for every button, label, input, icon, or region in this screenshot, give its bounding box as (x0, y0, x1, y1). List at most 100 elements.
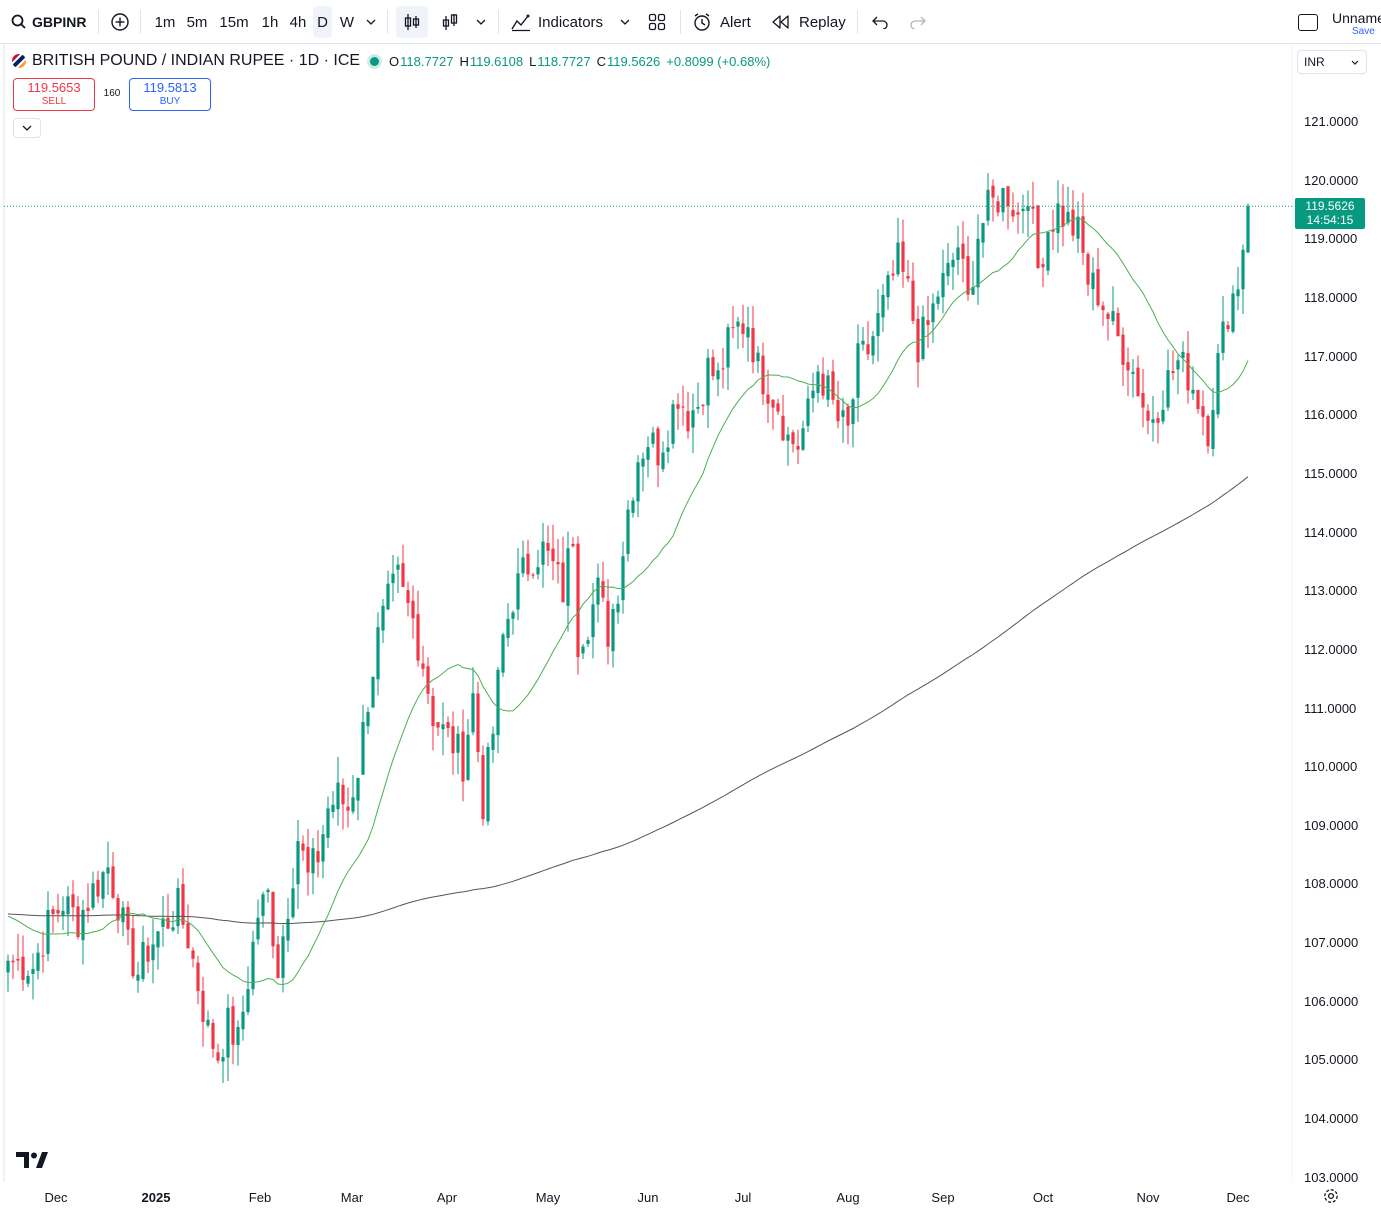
candle-up (466, 734, 470, 780)
indicators-dropdown[interactable] (616, 6, 634, 38)
currency-flag-icon (12, 54, 26, 68)
candle-down (776, 403, 780, 412)
candle-down (571, 544, 575, 547)
replay-label: Replay (799, 13, 846, 31)
candle-down (551, 548, 555, 562)
sell-label: SELL (41, 96, 67, 107)
candle-up (1091, 272, 1095, 289)
alert-button[interactable]: Alert (692, 6, 751, 38)
interval-1h[interactable]: 1h (261, 13, 279, 31)
candle-down (1226, 325, 1230, 330)
candles-chart-type-button[interactable] (396, 6, 428, 38)
interval-5m[interactable]: 5m (186, 13, 208, 31)
divider (680, 10, 681, 34)
layout-templates-button[interactable] (644, 6, 670, 38)
candle-up (1246, 206, 1250, 253)
symbol-search-button[interactable]: GBPINR (10, 6, 86, 38)
interval-15m[interactable]: 15m (219, 13, 249, 31)
compare-button[interactable] (106, 6, 134, 38)
bars-chart-type-button[interactable] (436, 6, 464, 38)
price-axis-label: 107.0000 (1304, 935, 1359, 951)
candle-down (1116, 312, 1120, 337)
layout-name[interactable]: Unname (1332, 10, 1381, 26)
candle-up (246, 989, 250, 1013)
candle-down (891, 273, 895, 276)
candle-up (206, 1019, 210, 1026)
indicators-button[interactable]: Indicators (510, 6, 603, 38)
candle-down (1011, 209, 1015, 217)
price-axis-label: 105.0000 (1304, 1052, 1359, 1068)
tradingview-logo-icon[interactable] (16, 1151, 48, 1169)
rewind-icon (772, 15, 789, 29)
candle-down (791, 432, 795, 445)
candle-down (821, 373, 825, 396)
candle-up (36, 952, 40, 971)
candle-down (111, 866, 115, 898)
candle-up (456, 733, 460, 753)
candle-down (1031, 206, 1035, 209)
undo-button[interactable] (868, 6, 892, 38)
candle-down (1196, 389, 1200, 410)
candle-up (536, 567, 540, 575)
time-axis[interactable]: Dec 2025 Feb Mar Apr May Jun Jul Aug Sep Oct Nov Dec (0, 1182, 1381, 1212)
chevron-down-icon (620, 19, 630, 25)
candle-down (686, 411, 690, 432)
candle-up (801, 428, 805, 450)
candle-down (1061, 205, 1065, 227)
interval-1m[interactable]: 1m (154, 13, 176, 31)
candle-down (1016, 212, 1020, 215)
candle-up (66, 896, 70, 915)
candle-down (191, 950, 195, 959)
candle-down (401, 563, 405, 587)
alert-label: Alert (720, 13, 751, 31)
save-link[interactable]: Save (1352, 26, 1375, 37)
bar-countdown: 14:54:15 (1306, 213, 1354, 227)
candle-up (861, 340, 865, 345)
time-axis-label: Jun (637, 1190, 659, 1205)
candle-up (221, 1057, 225, 1062)
candle-up (1021, 208, 1025, 212)
candle-down (711, 357, 715, 377)
candle-up (351, 797, 355, 812)
price-axis-label: 120.0000 (1304, 172, 1359, 188)
chart-type-dropdown[interactable] (472, 6, 490, 38)
buy-price: 119.5813 (143, 80, 197, 95)
candle-up (696, 407, 700, 409)
gear-icon[interactable] (1322, 1187, 1340, 1205)
price-axis-label: 118.0000 (1304, 289, 1358, 305)
candle-up (646, 447, 650, 460)
candle-down (1071, 209, 1075, 236)
candle-up (241, 1011, 245, 1030)
redo-button[interactable] (906, 6, 930, 38)
candle-up (661, 452, 665, 470)
candle-down (1156, 418, 1160, 423)
indicators-icon (511, 14, 530, 32)
time-axis-label: Aug (836, 1190, 860, 1205)
layout-icon[interactable] (1298, 14, 1318, 31)
candle-down (1141, 393, 1145, 408)
chevron-down-icon (1351, 60, 1359, 65)
interval-d[interactable]: D (313, 6, 332, 38)
symbol-title[interactable]: BRITISH POUND / INDIAN RUPEE · 1D · ICE (32, 52, 361, 69)
buy-button[interactable]: 119.5813 BUY (129, 78, 211, 111)
sell-button[interactable]: 119.5653 SELL (13, 78, 95, 111)
candle-up (941, 272, 945, 298)
collapse-legend-button[interactable] (13, 118, 41, 138)
replay-button[interactable]: Replay (771, 6, 846, 38)
interval-dropdown[interactable] (362, 6, 380, 38)
candle-up (671, 404, 675, 444)
currency-select[interactable]: INR (1297, 50, 1367, 74)
candle-up (1151, 419, 1155, 423)
candle-down (216, 1052, 220, 1061)
time-axis-label: 2025 (141, 1190, 171, 1205)
candle-up (1236, 289, 1240, 297)
grid-icon (648, 13, 666, 31)
interval-w[interactable]: W (339, 13, 355, 31)
bar-style-icon (442, 14, 458, 30)
candle-down (781, 415, 785, 441)
candle-up (1241, 249, 1245, 290)
interval-4h[interactable]: 4h (289, 13, 307, 31)
candle-up (876, 313, 880, 337)
time-axis-label: Sep (931, 1190, 955, 1205)
